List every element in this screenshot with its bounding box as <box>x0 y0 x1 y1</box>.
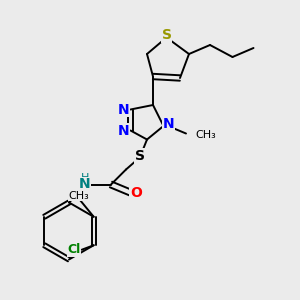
Text: H: H <box>80 173 89 183</box>
Text: CH₃: CH₃ <box>195 130 216 140</box>
Text: N: N <box>118 124 130 137</box>
Text: S: S <box>161 28 172 42</box>
Text: N: N <box>79 178 90 191</box>
Text: N: N <box>118 103 130 116</box>
Text: CH₃: CH₃ <box>68 191 89 201</box>
Text: Cl: Cl <box>68 243 81 256</box>
Text: S: S <box>134 149 145 163</box>
Text: O: O <box>130 186 142 200</box>
Text: N: N <box>163 118 175 131</box>
